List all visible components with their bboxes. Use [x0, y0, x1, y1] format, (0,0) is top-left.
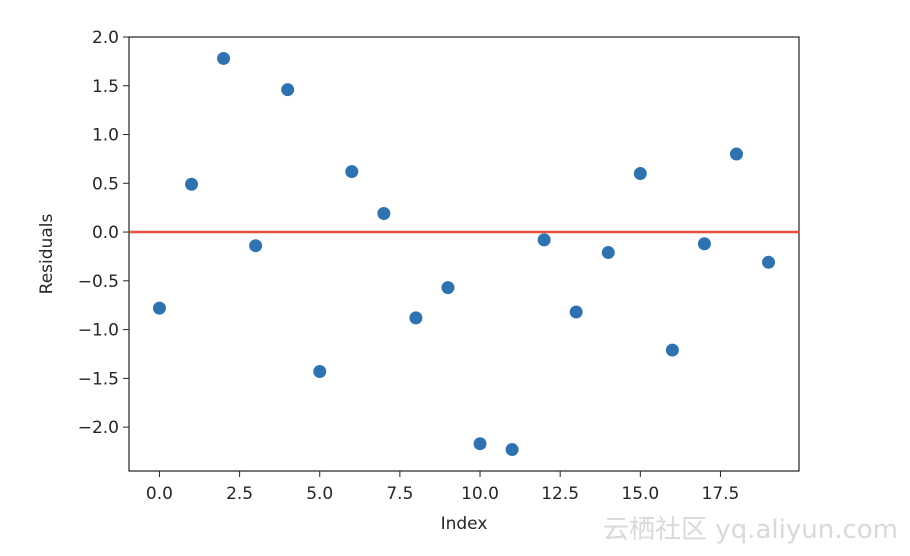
- residual-point: [729, 147, 743, 161]
- residual-point: [152, 301, 166, 315]
- x-tick-label: 2.5: [226, 484, 253, 504]
- watermark-text: 云栖社区 yq.aliyun.com: [603, 515, 898, 545]
- x-axis-label: Index: [441, 514, 488, 534]
- x-tick-label: 17.5: [702, 484, 740, 504]
- y-tick-label: −1.5: [78, 369, 119, 389]
- residual-point: [665, 343, 679, 357]
- residual-point: [441, 281, 455, 295]
- plot-frame: [128, 36, 800, 472]
- residual-point: [313, 365, 327, 379]
- residual-point: [762, 255, 776, 269]
- x-tick-label: 12.5: [541, 484, 579, 504]
- y-tick-label: −0.5: [78, 272, 119, 292]
- x-tick-label: 10.0: [461, 484, 499, 504]
- residual-point: [697, 237, 711, 251]
- y-axis-ticks: 2.0 1.5 1.0 0.5 0.0 −0.5 −1.0 −1.5 −2.0: [78, 28, 129, 438]
- residual-point: [281, 83, 295, 97]
- residual-point: [569, 305, 583, 319]
- residual-point: [217, 51, 231, 65]
- y-tick-label: −2.0: [78, 418, 119, 438]
- residual-point: [601, 246, 615, 260]
- x-tick-label: 7.5: [386, 484, 413, 504]
- residual-point: [345, 165, 359, 179]
- x-axis-ticks: 0.0 2.5 5.0 7.5 10.0 12.5 15.0 17.5: [146, 471, 739, 504]
- residual-point: [473, 437, 487, 451]
- residual-points: [152, 51, 776, 457]
- residual-point: [185, 177, 199, 191]
- y-tick-label: −1.0: [78, 321, 119, 341]
- x-tick-label: 0.0: [146, 484, 173, 504]
- y-axis-label: Residuals: [37, 214, 57, 295]
- y-tick-label: 1.0: [92, 126, 119, 146]
- residual-point: [633, 167, 647, 181]
- x-tick-label: 5.0: [306, 484, 333, 504]
- y-tick-label: 2.0: [92, 28, 119, 48]
- residual-point: [537, 233, 551, 247]
- residual-point: [377, 207, 391, 221]
- residual-point: [249, 239, 263, 253]
- y-tick-label: 0.5: [92, 174, 119, 194]
- x-tick-label: 15.0: [621, 484, 659, 504]
- residual-point: [505, 443, 519, 457]
- y-tick-label: 1.5: [92, 77, 119, 97]
- y-tick-label: 0.0: [92, 223, 119, 243]
- residual-point: [409, 311, 423, 325]
